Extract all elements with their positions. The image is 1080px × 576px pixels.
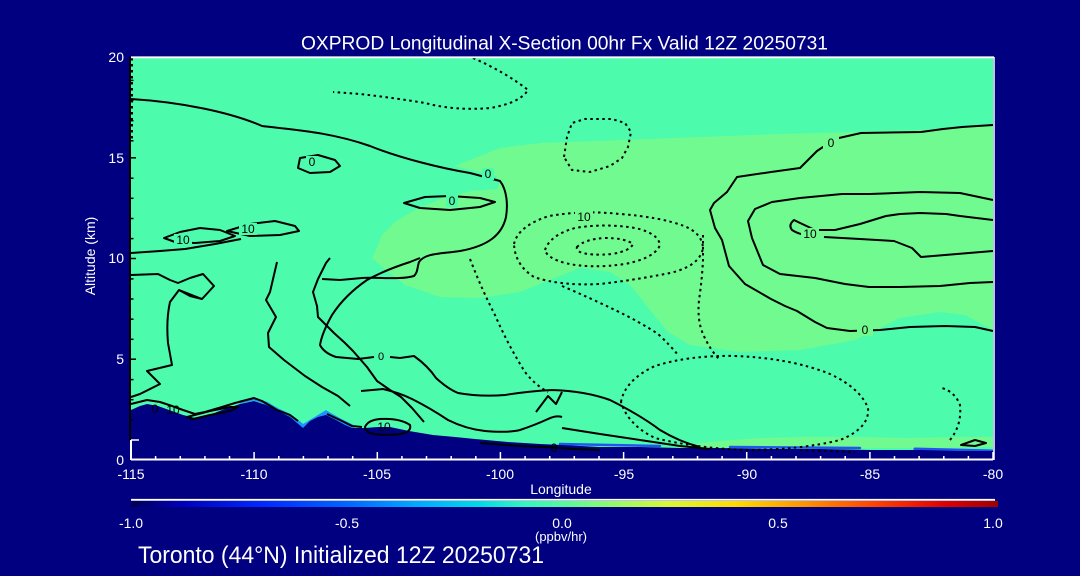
svg-text:15: 15	[108, 150, 124, 166]
svg-text:0: 0	[116, 452, 124, 468]
svg-text:-80: -80	[983, 466, 1003, 482]
svg-text:0: 0	[378, 351, 384, 363]
svg-text:-95: -95	[614, 466, 634, 482]
svg-text:-1.0: -1.0	[119, 515, 143, 531]
svg-text:10: 10	[577, 210, 591, 224]
svg-text:0.5: 0.5	[768, 515, 788, 531]
svg-text:(ppbv/hr): (ppbv/hr)	[535, 529, 587, 544]
svg-text:OXPROD Longitudinal X-Section: OXPROD Longitudinal X-Section 00hr Fx Va…	[301, 34, 828, 55]
svg-text:0: 0	[449, 194, 456, 208]
svg-text:0.0: 0.0	[552, 515, 572, 531]
svg-text:Longitude: Longitude	[530, 481, 592, 497]
svg-text:-0.5: -0.5	[335, 515, 359, 531]
svg-text:10: 10	[241, 222, 255, 236]
svg-text:5: 5	[116, 351, 124, 367]
svg-text:10: 10	[108, 250, 124, 266]
svg-text:-100: -100	[486, 466, 514, 482]
svg-text:10: 10	[176, 233, 190, 247]
svg-text:-110: -110	[241, 466, 268, 482]
svg-text:20: 20	[108, 49, 124, 65]
svg-text:0: 0	[309, 155, 316, 169]
svg-text:-85: -85	[860, 466, 880, 482]
svg-text:-115: -115	[118, 466, 145, 482]
svg-text:0: 0	[551, 441, 558, 455]
svg-text:0: 0	[862, 323, 869, 337]
svg-text:10: 10	[377, 420, 391, 434]
svg-text:1.0: 1.0	[983, 515, 1003, 531]
svg-text:10: 10	[803, 227, 817, 241]
svg-text:0: 0	[152, 402, 159, 416]
svg-text:Altitude (km): Altitude (km)	[82, 217, 98, 296]
svg-text:-90: -90	[737, 466, 757, 482]
svg-text:-105: -105	[363, 466, 391, 482]
svg-text:0: 0	[485, 167, 492, 181]
svg-text:Toronto (44°N) Initialized 12Z: Toronto (44°N) Initialized 12Z 20250731	[138, 542, 544, 569]
svg-text:10: 10	[166, 403, 180, 417]
svg-text:0: 0	[828, 136, 835, 150]
